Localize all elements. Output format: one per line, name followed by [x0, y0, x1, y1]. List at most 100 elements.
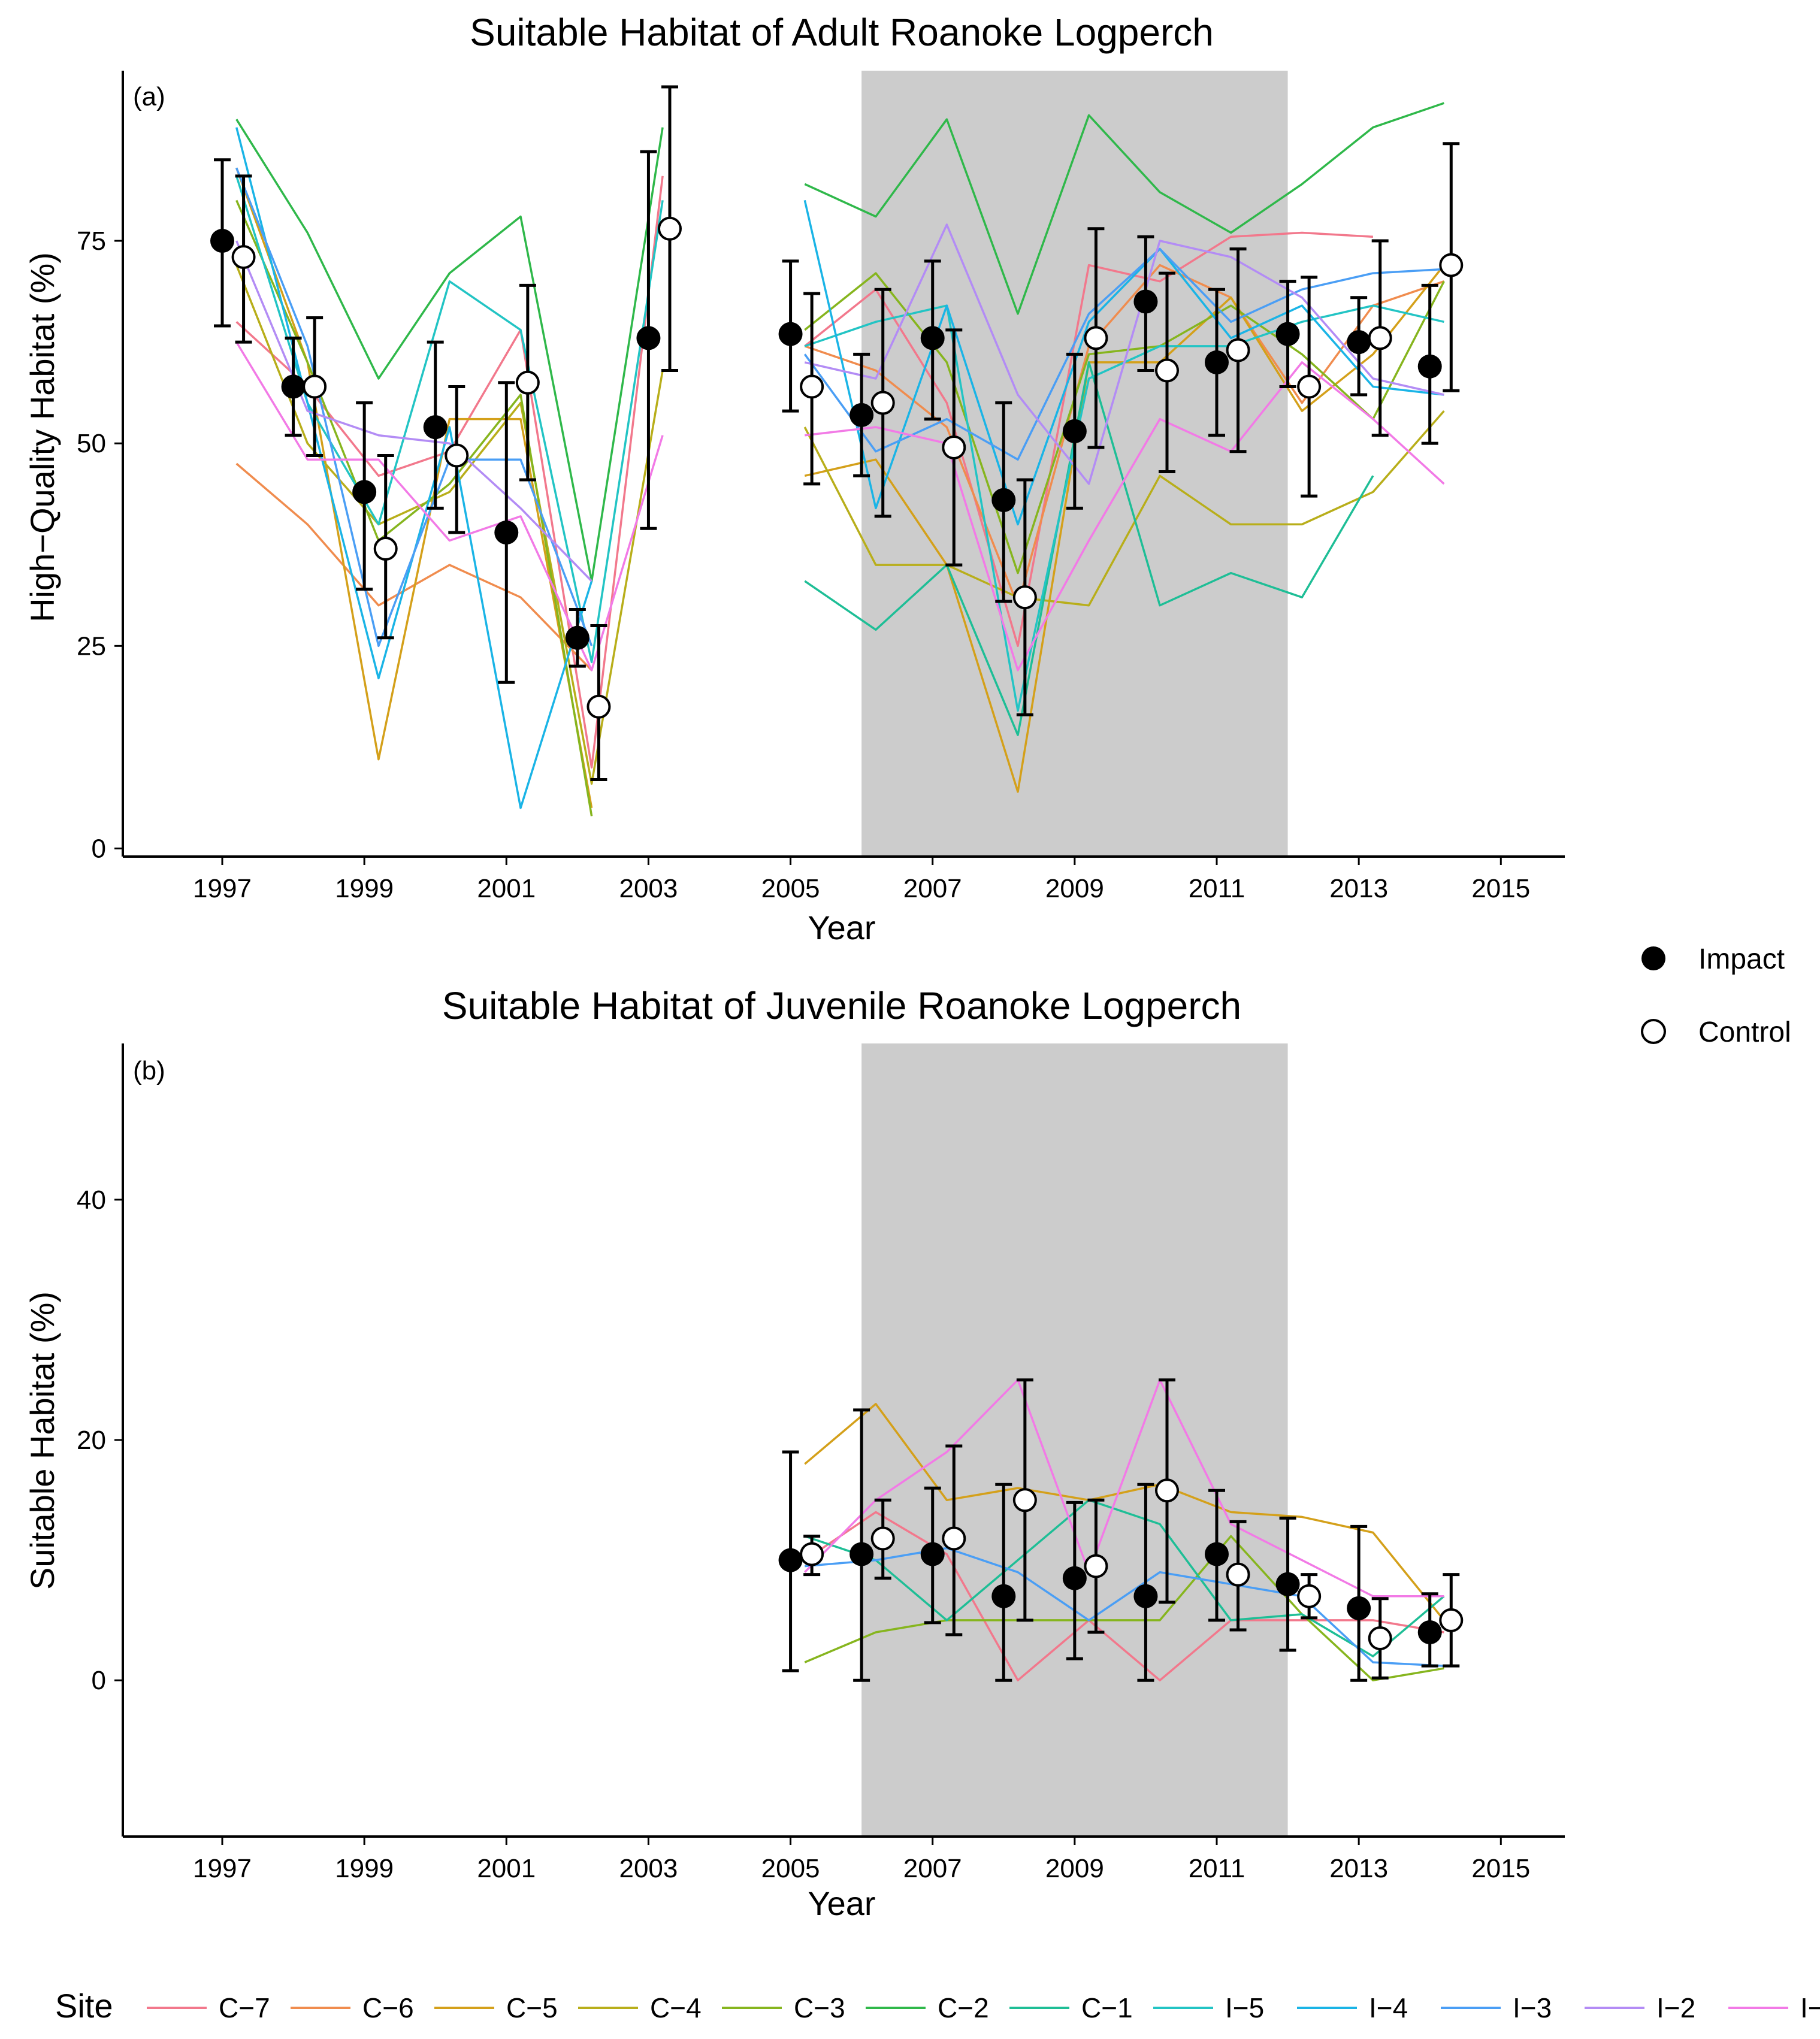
- control-point-b: [1155, 1478, 1179, 1503]
- control-point-a: [1012, 585, 1037, 610]
- impact-point-b: [1417, 1620, 1442, 1644]
- x-tick-label-a: 2003: [619, 874, 678, 903]
- site-line-I3-a: [235, 167, 593, 648]
- site-legend-label-C5: C−5: [506, 1992, 558, 2023]
- impact-point-b: [1062, 1566, 1087, 1590]
- impact-point-a: [920, 326, 945, 350]
- x-tick-label-a: 2005: [761, 874, 820, 903]
- impact-point-a: [1347, 330, 1371, 355]
- x-tick-label-b: 2007: [903, 1854, 962, 1883]
- control-point-a: [586, 694, 611, 719]
- impact-point-a: [1062, 419, 1087, 443]
- impact-point-b: [1205, 1542, 1229, 1566]
- site-line-C3-b: [804, 1535, 1444, 1681]
- control-point-b: [1084, 1554, 1108, 1578]
- site-line-I1-a: [235, 341, 664, 671]
- x-tick-label-b: 1999: [335, 1854, 394, 1883]
- control-point-a: [1226, 338, 1250, 362]
- y-tick-label-b: 0: [92, 1666, 106, 1695]
- control-point-a: [942, 435, 966, 459]
- control-point-b: [800, 1542, 824, 1566]
- impact-point-a: [849, 403, 874, 427]
- control-point-a: [658, 216, 682, 241]
- site-legend-label-C7: C−7: [219, 1992, 270, 2023]
- panel-juvenile: Suitable Habitat of Juvenile Roanoke Log…: [23, 984, 1565, 1922]
- control-point-a: [515, 370, 540, 395]
- control-point-a: [445, 443, 469, 468]
- legend-impact-marker: [1641, 946, 1665, 970]
- site-legend-label-I3: I−3: [1513, 1992, 1552, 2023]
- panel-a-ylabel: High−Quality Habitat (%): [23, 252, 61, 622]
- site-line-C5-b: [804, 1403, 1445, 1621]
- site-legend-label-C1: C−1: [1081, 1992, 1133, 2023]
- legend-control-label: Control: [1698, 1017, 1791, 1048]
- control-point-a: [1297, 374, 1322, 399]
- x-tick-label-a: 2015: [1471, 874, 1530, 903]
- impact-point-a: [1133, 289, 1158, 314]
- point-legend: Impact Control: [1641, 943, 1791, 1048]
- site-legend-label-C4: C−4: [650, 1992, 702, 2023]
- x-tick-label-a: 2009: [1045, 874, 1104, 903]
- control-point-a: [1155, 358, 1179, 383]
- impact-point-a: [778, 322, 803, 346]
- y-tick-label-a: 75: [77, 226, 106, 256]
- control-point-a: [231, 245, 256, 270]
- impact-point-a: [423, 415, 448, 440]
- site-legend-label-I5: I−5: [1225, 1992, 1264, 2023]
- impact-point-b: [778, 1548, 803, 1572]
- site-legend-label-C3: C−3: [794, 1992, 845, 2023]
- site-line-C1-b: [804, 1499, 1445, 1657]
- impact-point-a: [1417, 354, 1442, 379]
- impact-point-b: [849, 1542, 874, 1566]
- control-point-b: [942, 1526, 966, 1551]
- x-tick-label-b: 2001: [477, 1854, 536, 1883]
- x-tick-label-b: 2013: [1329, 1854, 1388, 1883]
- site-line-C7-b: [804, 1511, 1444, 1681]
- site-line-C2-a: [235, 119, 664, 582]
- impact-point-b: [920, 1542, 945, 1566]
- site-line-C1-a: [804, 361, 1374, 736]
- panel-a-title: Suitable Habitat of Adult Roanoke Logper…: [470, 11, 1214, 54]
- site-legend-label-C2: C−2: [938, 1992, 989, 2023]
- impact-point-a: [281, 374, 306, 399]
- site-line-C4-a: [235, 264, 664, 785]
- x-tick-label-b: 2011: [1189, 1854, 1245, 1883]
- x-tick-label-a: 2011: [1189, 874, 1245, 903]
- legend-impact-label: Impact: [1698, 943, 1785, 975]
- site-line-I2-a: [804, 223, 1444, 485]
- control-point-a: [1368, 326, 1392, 350]
- y-tick-label-b: 40: [77, 1185, 106, 1215]
- x-tick-label-a: 1999: [335, 874, 394, 903]
- site-legend-label-C6: C−6: [362, 1992, 414, 2023]
- control-point-b: [1012, 1488, 1037, 1512]
- site-legend-label-I4: I−4: [1369, 1992, 1408, 2023]
- site-line-I1-b: [804, 1378, 1444, 1598]
- shaded-period-b: [861, 1043, 1288, 1837]
- control-point-b: [1297, 1584, 1322, 1608]
- y-tick-label-a: 25: [77, 631, 106, 661]
- site-legend-label-I2: I−2: [1656, 1992, 1695, 2023]
- x-tick-label-b: 1997: [193, 1854, 252, 1883]
- site-line-C3-a: [804, 272, 1445, 574]
- impact-point-a: [1205, 350, 1229, 374]
- site-line-I3-b: [805, 1547, 1444, 1667]
- impact-point-a: [636, 326, 661, 350]
- control-point-a: [1084, 326, 1108, 350]
- impact-point-a: [210, 229, 234, 253]
- panel-adult: Suitable Habitat of Adult Roanoke Logper…: [23, 11, 1565, 946]
- x-tick-label-a: 2013: [1329, 874, 1388, 903]
- control-point-a: [1439, 253, 1464, 277]
- control-point-b: [870, 1526, 895, 1551]
- impact-point-a: [565, 625, 589, 650]
- site-line-I4-a: [235, 127, 593, 809]
- x-tick-label-b: 2015: [1471, 1854, 1530, 1883]
- site-line-I4-a: [803, 200, 1444, 526]
- site-line-C5-a: [235, 167, 593, 809]
- panel-b-ylabel: Suitable Habitat (%): [23, 1291, 61, 1590]
- panel-b-xlabel: Year: [808, 1884, 875, 1922]
- site-line-I1-a: [805, 361, 1445, 671]
- y-tick-label-a: 50: [77, 429, 106, 458]
- x-tick-label-b: 2009: [1045, 1854, 1104, 1883]
- impact-point-a: [494, 520, 519, 544]
